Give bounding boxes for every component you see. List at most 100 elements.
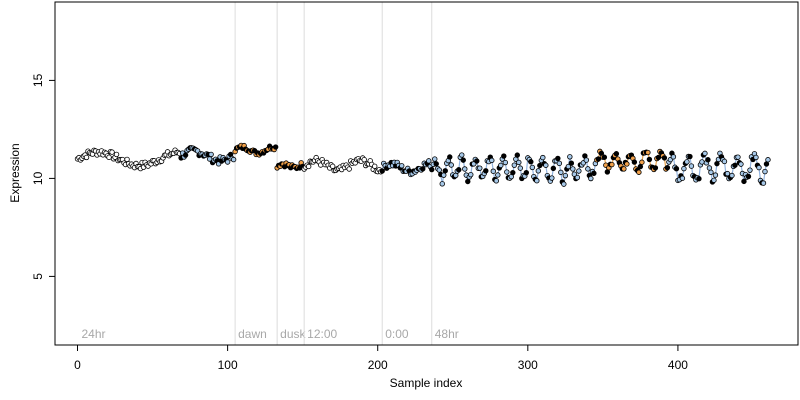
data-point <box>540 154 546 161</box>
data-point <box>346 166 352 172</box>
data-point <box>501 153 507 159</box>
data-point <box>562 172 569 179</box>
y-axis: 5 10 15 <box>31 73 56 280</box>
data-point <box>489 157 495 164</box>
data-point <box>613 151 620 157</box>
data-point <box>372 163 378 169</box>
data-point <box>550 165 557 172</box>
data-point <box>747 167 753 173</box>
data-point <box>687 153 693 160</box>
data-point <box>436 167 442 173</box>
data-point <box>379 168 385 174</box>
data-point <box>721 158 728 165</box>
region-label: 24hr <box>82 327 106 341</box>
y-tick-label: 15 <box>31 73 45 87</box>
data-point <box>588 175 594 182</box>
data-point <box>528 159 534 165</box>
data-point <box>664 164 671 171</box>
data-point <box>109 149 115 155</box>
data-point <box>432 156 438 162</box>
data-point <box>712 172 719 178</box>
data-point <box>272 144 279 150</box>
data-point <box>673 165 680 172</box>
region-label: dusk <box>280 327 306 341</box>
data-point <box>468 171 474 178</box>
data-point <box>738 161 744 167</box>
data-point <box>448 162 454 168</box>
data-point <box>224 159 231 165</box>
data-point <box>595 156 602 162</box>
data-point <box>465 178 471 185</box>
data-point <box>549 175 555 181</box>
data-point <box>561 181 567 187</box>
data-point <box>514 152 521 158</box>
data-point <box>639 159 645 165</box>
data-point <box>624 161 630 167</box>
data-point <box>652 165 659 171</box>
region-label: 12:00 <box>307 327 337 341</box>
data-point <box>753 154 759 161</box>
data-point <box>439 181 445 187</box>
data-point <box>661 155 668 161</box>
data-point <box>441 172 447 178</box>
data-point <box>426 158 432 164</box>
data-point <box>583 157 590 163</box>
y-tick-label: 5 <box>31 273 45 280</box>
data-point <box>567 154 573 160</box>
y-axis-label: Expression <box>8 143 22 202</box>
x-tick-label: 300 <box>518 358 538 372</box>
data-point <box>483 168 489 174</box>
data-point <box>585 166 591 172</box>
data-point <box>609 161 615 168</box>
data-point <box>705 157 711 163</box>
data-point <box>570 166 576 172</box>
data-point <box>504 169 510 175</box>
data-point <box>762 168 768 175</box>
data-point <box>556 160 563 167</box>
x-tick-label: 400 <box>668 358 688 372</box>
data-point <box>182 152 189 158</box>
data-point <box>230 156 237 163</box>
data-point <box>558 169 564 176</box>
data-point <box>696 176 702 182</box>
region-label: 48hr <box>435 327 459 341</box>
data-point <box>574 174 581 181</box>
data-point <box>511 162 518 168</box>
data-point <box>490 168 496 174</box>
data-point <box>555 155 561 162</box>
data-point <box>502 159 509 166</box>
data-point <box>724 170 731 177</box>
data-point <box>735 154 741 160</box>
data-point <box>646 156 653 163</box>
data-point <box>305 163 312 170</box>
data-point <box>760 180 767 186</box>
data-point <box>601 154 608 160</box>
y-tick-label: 10 <box>31 171 45 185</box>
data-point <box>711 177 717 183</box>
data-point <box>460 157 466 163</box>
data-point <box>106 154 112 161</box>
data-point <box>433 161 439 167</box>
data-point <box>679 175 686 181</box>
data-point <box>699 159 705 165</box>
data-point <box>420 166 426 172</box>
x-tick-label: 200 <box>368 358 388 372</box>
points-layer <box>74 142 771 187</box>
data-point <box>681 165 687 172</box>
data-point <box>456 167 462 173</box>
x-tick-label: 100 <box>218 358 238 372</box>
data-point <box>684 159 690 165</box>
data-point <box>516 159 522 166</box>
data-point <box>477 165 483 171</box>
data-point <box>474 158 480 164</box>
data-point <box>447 154 453 160</box>
data-point <box>535 168 542 174</box>
x-tick-label: 0 <box>74 358 81 372</box>
data-point <box>543 162 549 168</box>
data-point <box>637 163 644 170</box>
region-label: 0:00 <box>385 327 409 341</box>
data-point <box>459 152 465 158</box>
data-point <box>429 166 435 173</box>
data-point <box>729 172 735 179</box>
